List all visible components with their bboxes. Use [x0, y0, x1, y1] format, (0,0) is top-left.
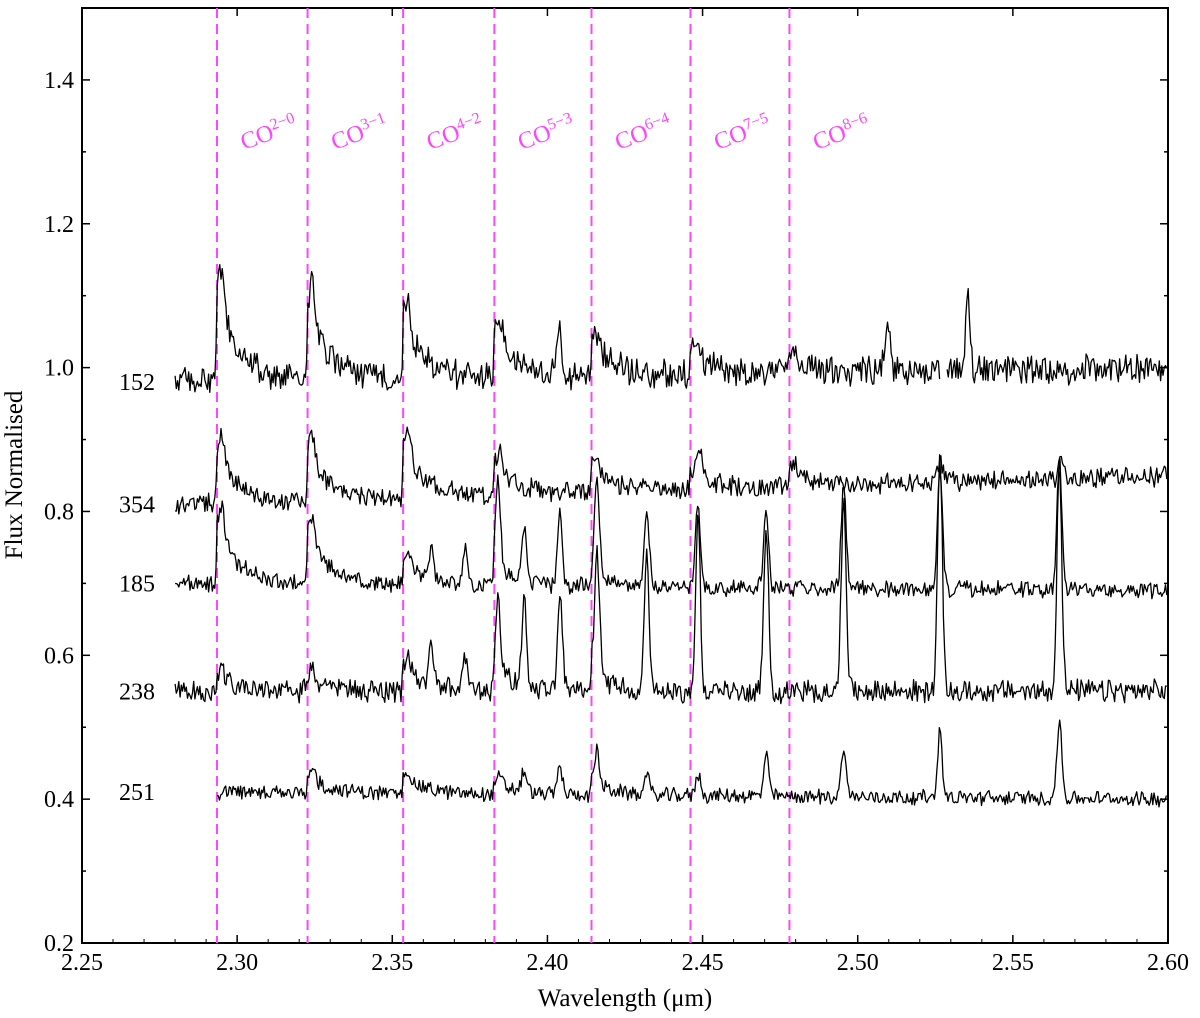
co-bandhead-label: CO5−3 — [514, 109, 578, 155]
y-tick-label: 1.4 — [44, 68, 74, 94]
spectrum-line-152 — [174, 264, 1168, 393]
co-bandhead-label: CO3−1 — [327, 109, 391, 155]
spectrum-line-238 — [174, 454, 1167, 705]
spectrum-line-185 — [175, 458, 1168, 600]
y-tick-label: 0.2 — [44, 931, 74, 957]
x-tick-label: 2.30 — [216, 950, 258, 976]
co-bandhead-label: CO7−5 — [710, 109, 774, 155]
plot-frame — [81, 7, 1169, 944]
y-axis-title: Flux Normalised — [1, 390, 28, 559]
x-tick-label: 2.60 — [1147, 950, 1189, 976]
spectrum-label: 354 — [119, 492, 155, 518]
y-tick-label: 0.4 — [44, 787, 74, 813]
co-bandhead-markers: CO2−0 CO3−1 CO4−2 CO5−3 CO6−4 CO7−5 CO8−6 — [215, 8, 873, 943]
y-tick-label: 0.6 — [44, 643, 74, 669]
spectrum-line-251 — [216, 719, 1168, 808]
spectrum-label: 185 — [119, 571, 155, 597]
spectrum-label: 251 — [119, 780, 155, 806]
spectrum-label: 152 — [119, 370, 155, 396]
co-bandhead-label: CO8−6 — [809, 109, 873, 155]
axis-ticks: 2.25 2.30 2.35 2.40 2.45 2.50 2.55 2.60 0.2 0.4 0.… — [44, 7, 1189, 976]
x-tick-label: 2.50 — [837, 950, 879, 976]
co-bandhead-label: CO4−2 — [423, 109, 487, 155]
x-tick-label: 2.55 — [992, 950, 1034, 976]
x-tick-label: 2.45 — [682, 950, 724, 976]
x-tick-label: 2.40 — [526, 950, 568, 976]
x-tick-label: 2.35 — [371, 950, 413, 976]
spectrum-label: 238 — [119, 679, 155, 705]
spectrum-line-354 — [174, 426, 1168, 515]
spectra-series: 152 354 185 238 251 — [119, 264, 1168, 808]
x-axis-title: Wavelength (μm) — [538, 985, 713, 1012]
x-tick-label: 2.25 — [61, 950, 103, 976]
y-tick-label: 0.8 — [44, 499, 74, 525]
co-bandhead-label: CO2−0 — [236, 109, 300, 155]
co-bandhead-label: CO6−4 — [611, 109, 675, 155]
y-tick-label: 1.0 — [44, 356, 74, 382]
y-tick-label: 1.2 — [44, 212, 74, 238]
